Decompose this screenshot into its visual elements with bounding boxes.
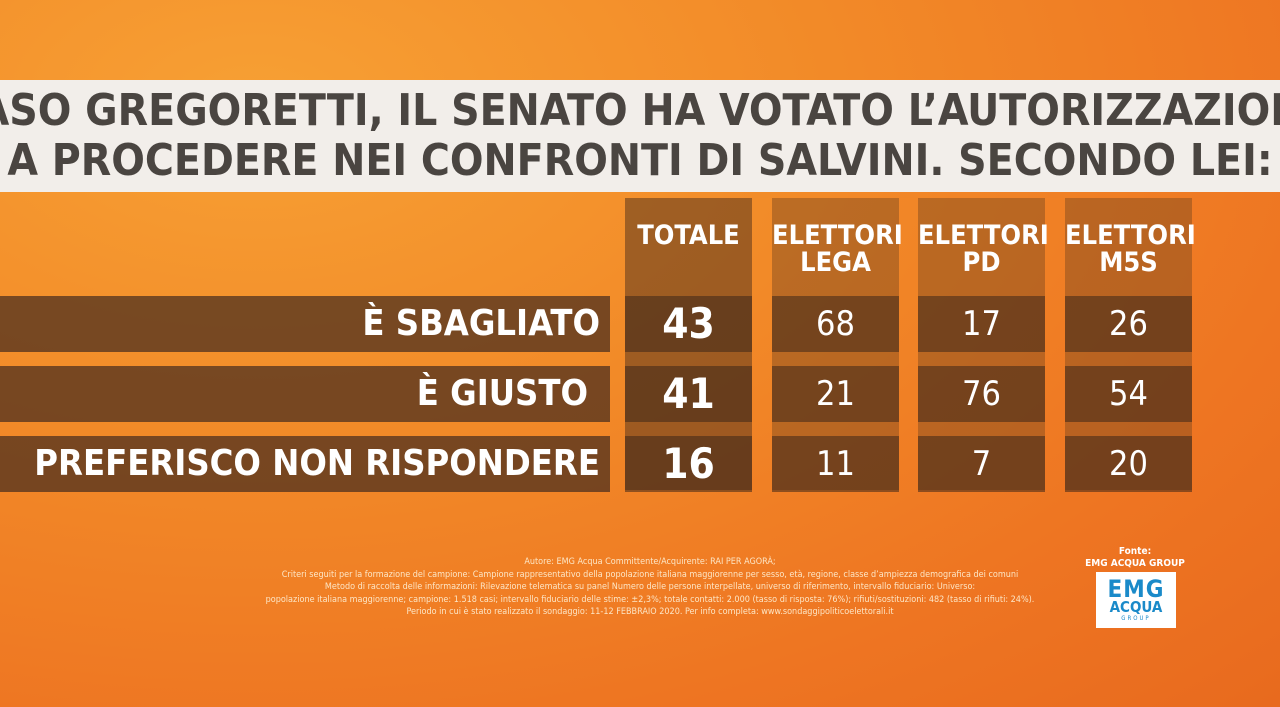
- table-cell: 41: [662, 369, 715, 418]
- table-cell: 26: [1109, 304, 1148, 344]
- table-cell: 68: [816, 304, 855, 344]
- cell-background: [1065, 436, 1192, 492]
- table-cell: 17: [962, 304, 1001, 344]
- source-prefix: Fonte:: [1118, 546, 1152, 557]
- column-header: TOTALE: [637, 220, 740, 251]
- footnote-line: Metodo di raccolta delle informazioni: R…: [324, 582, 976, 592]
- emg-acqua-logo: EMG ACQUA GROUP: [1096, 572, 1176, 628]
- chart-title-line-1: CASO GREGORETTI, IL SENATO HA VOTATO L’A…: [0, 85, 1280, 136]
- cell-background: [625, 436, 752, 492]
- footnote-line: popolazione italiana maggiorenne; campio…: [265, 594, 1035, 605]
- footnote-line: Autore: EMG Acqua Committente/Acquirente…: [524, 557, 776, 567]
- cell-background: [918, 296, 1045, 352]
- cell-background: [1065, 366, 1192, 422]
- column-header: ELETTORI LEGA: [772, 220, 903, 278]
- cell-background: [918, 436, 1045, 492]
- methodology-footnote: Autore: EMG Acqua Committente/Acquirente…: [240, 556, 1060, 619]
- footnote-line: Criteri seguiti per la formazione del ca…: [281, 569, 1019, 580]
- source-label: Fonte: EMG ACQUA GROUP: [1080, 546, 1190, 570]
- column-header: ELETTORI PD: [918, 220, 1049, 278]
- row-band: [0, 436, 610, 492]
- cell-background: [625, 296, 752, 352]
- row-band: [0, 296, 610, 352]
- footnote-line: Periodo in cui è stato realizzato il son…: [406, 607, 894, 617]
- cell-background: [772, 296, 899, 352]
- row-label: È SBAGLIATO: [362, 303, 600, 344]
- title-band: CASO GREGORETTI, IL SENATO HA VOTATO L’A…: [0, 80, 1280, 192]
- column-header: ELETTORI M5S: [1065, 220, 1196, 278]
- table-cell: 76: [962, 374, 1001, 414]
- logo-acqua-text: ACQUA: [1109, 598, 1163, 616]
- table-cell: 20: [1109, 444, 1148, 484]
- table-cell: 21: [816, 374, 855, 414]
- row-label: PREFERISCO NON RISPONDERE: [34, 443, 600, 484]
- table-cell: 54: [1109, 374, 1148, 414]
- table-cell: 11: [816, 444, 855, 484]
- cell-background: [772, 436, 899, 492]
- chart-title-line-2: A PROCEDERE NEI CONFRONTI DI SALVINI. SE…: [7, 135, 1273, 186]
- cell-background: [772, 366, 899, 422]
- cell-background: [918, 366, 1045, 422]
- table-cell: 7: [971, 444, 992, 484]
- logo-emg-text: EMG: [1107, 575, 1165, 603]
- cell-background: [1065, 296, 1192, 352]
- table-cell: 43: [662, 299, 715, 348]
- row-label: È GIUSTO: [416, 373, 588, 414]
- logo-group-text: GROUP: [1121, 615, 1151, 622]
- row-band: [0, 366, 610, 422]
- table-cell: 16: [662, 439, 715, 488]
- source-name: EMG ACQUA GROUP: [1085, 558, 1185, 569]
- cell-background: [625, 366, 752, 422]
